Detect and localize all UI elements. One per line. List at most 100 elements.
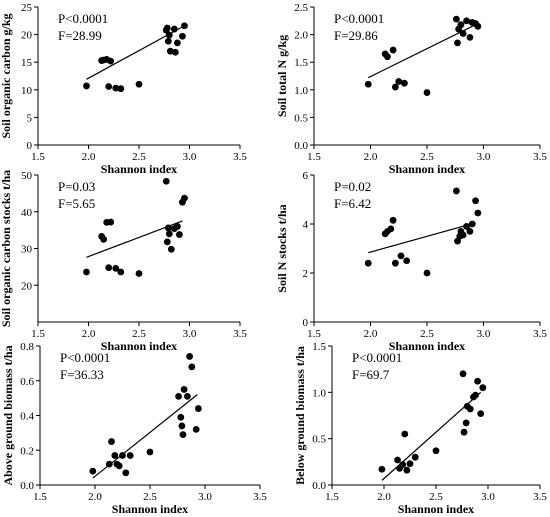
data-point	[135, 270, 143, 277]
y-tick-label: 50	[21, 170, 33, 182]
data-point	[384, 53, 391, 61]
data-point	[162, 177, 170, 185]
data-point	[389, 216, 397, 224]
data-point	[163, 238, 171, 246]
y-tick-label: 30	[21, 244, 33, 256]
data-point	[452, 15, 460, 23]
data-point	[387, 225, 395, 233]
x-tick-label: 2.5	[132, 328, 146, 340]
data-point	[166, 47, 174, 55]
data-point	[364, 80, 372, 88]
data-point	[378, 465, 386, 473]
x-tick-label: 2.0	[364, 328, 378, 340]
data-point	[179, 431, 187, 439]
data-point	[477, 410, 485, 418]
data-point	[184, 392, 191, 400]
y-tick-label: 0	[303, 317, 309, 329]
x-tick-label: 3.0	[183, 328, 197, 340]
x-tick-label: 3.0	[477, 328, 491, 340]
data-point	[163, 24, 171, 32]
x-tick-label: 2.5	[420, 151, 434, 163]
p-value-annotation: P<0.0001	[60, 350, 110, 365]
data-point	[181, 22, 188, 30]
data-point	[394, 456, 401, 464]
data-point	[468, 220, 476, 228]
data-point	[173, 223, 181, 230]
data-point	[462, 419, 470, 427]
p-value-annotation: P=0.03	[58, 179, 95, 194]
data-point	[100, 235, 108, 243]
p-value-annotation: P<0.0001	[334, 11, 384, 26]
data-point	[112, 264, 120, 272]
y-axis-label: Below ground biomass t/ha	[293, 346, 307, 485]
x-tick-label: 3.5	[253, 491, 267, 503]
data-point	[423, 89, 431, 96]
y-tick-label: 20	[21, 280, 33, 292]
data-point	[181, 194, 188, 202]
data-point	[177, 413, 185, 421]
data-point	[164, 37, 172, 45]
data-point	[105, 460, 113, 468]
data-point	[395, 78, 403, 85]
chart-panel-6: 1.5 2.0 2.5 3.0 3.5 0.0 0.5 1.0 1.5 Shannon index…	[293, 341, 547, 516]
x-tick-label: 3.5	[533, 151, 547, 163]
data-point	[411, 453, 419, 461]
y-tick-label: 0	[27, 140, 33, 152]
data-point	[126, 452, 134, 459]
f-value-annotation: F=5.65	[58, 196, 95, 211]
x-tick-label: 3.0	[198, 491, 212, 503]
data-point	[117, 268, 125, 276]
data-point	[115, 462, 123, 470]
x-tick-label: 3.0	[477, 151, 491, 163]
x-tick-label: 1.5	[31, 328, 45, 340]
data-point	[399, 461, 407, 469]
data-point	[107, 57, 115, 65]
data-point	[389, 46, 397, 54]
x-tick-label: 2.0	[82, 328, 96, 340]
data-point	[167, 245, 175, 253]
data-point	[391, 83, 399, 91]
data-point	[83, 82, 90, 90]
data-point	[463, 17, 470, 25]
chart-panel-1: 1.5 2.0 2.5 3.0 3.5 0 5 10 15 20 25 Shannon index So…	[0, 2, 247, 176]
data-point	[186, 353, 194, 360]
data-point	[364, 259, 372, 267]
data-point	[479, 384, 487, 392]
y-tick-label: 0.2	[20, 445, 34, 457]
data-point	[170, 25, 178, 33]
f-value-annotation: F=36.33	[60, 367, 104, 382]
data-point	[188, 363, 196, 371]
data-point	[466, 33, 474, 41]
data-point	[474, 209, 482, 217]
x-tick-label: 3.5	[233, 151, 247, 163]
data-point	[463, 223, 470, 230]
x-tick-label: 2.0	[364, 151, 378, 163]
data-point	[146, 448, 154, 456]
x-tick-label: 2.5	[143, 491, 157, 503]
x-axis-label: Shannon index	[389, 339, 465, 353]
data-point	[180, 386, 188, 393]
f-value-annotation: F=29.86	[334, 28, 378, 43]
x-tick-label: 1.5	[31, 151, 45, 163]
y-axis-label: Soil N stocks t/ha	[275, 204, 289, 292]
y-tick-label: 20	[21, 30, 33, 42]
data-point	[135, 80, 143, 88]
data-point	[472, 391, 479, 399]
data-point	[108, 438, 115, 445]
data-point	[122, 469, 130, 477]
f-value-annotation: F=69.7	[352, 367, 390, 382]
data-point	[466, 405, 474, 413]
x-tick-label: 3.0	[183, 151, 197, 163]
y-tick-label: 0.6	[20, 376, 34, 388]
x-tick-label: 2.0	[82, 151, 96, 163]
x-axis-label: Shannon index	[112, 502, 188, 516]
data-point	[112, 84, 120, 92]
y-tick-label: 0.4	[20, 411, 34, 423]
x-tick-label: 1.5	[307, 328, 321, 340]
y-tick-label: 6	[303, 170, 309, 182]
y-tick-label: 2.0	[294, 30, 308, 42]
x-tick-label: 1.5	[33, 491, 47, 503]
x-tick-label: 3.5	[533, 491, 547, 503]
data-point	[171, 48, 179, 56]
